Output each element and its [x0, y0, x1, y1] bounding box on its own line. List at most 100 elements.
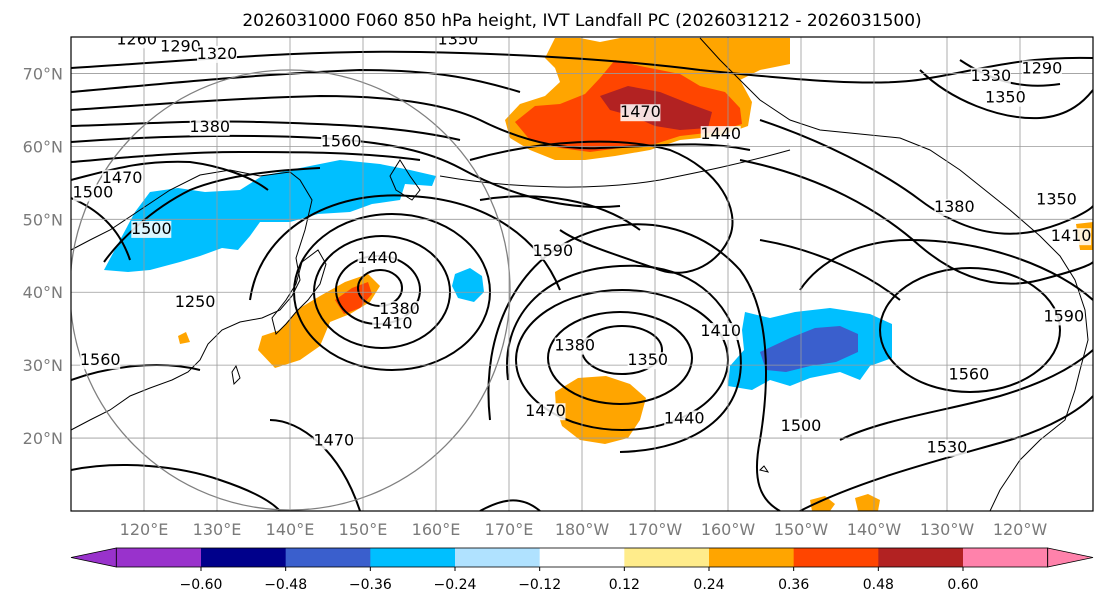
- contour-label: 1560: [949, 365, 990, 384]
- height-contour: [799, 395, 1093, 511]
- colorbar-tick-label: −0.24: [434, 577, 477, 593]
- height-contour: [469, 140, 734, 274]
- contour-label: 1350: [627, 350, 668, 369]
- ivt-negative-region-small: [452, 268, 484, 302]
- contour-label-background: [80, 352, 121, 370]
- height-contour: [759, 239, 901, 301]
- longitude-label: 170°W: [628, 520, 683, 539]
- longitude-label: 160°W: [701, 520, 756, 539]
- contour-label: 1500: [781, 416, 822, 435]
- contour-label-background: [189, 118, 230, 136]
- coastline-mexico: [989, 389, 1076, 511]
- colorbar-tick-label: 0.60: [947, 577, 978, 593]
- coastline-kamchatka: [389, 159, 421, 201]
- contour-label: 1410: [372, 314, 413, 333]
- height-contour: [71, 150, 421, 163]
- latitude-label: 70°N: [23, 64, 63, 83]
- coastlines: [71, 37, 1089, 511]
- contour-label-background: [1043, 308, 1084, 326]
- longitude-label: 130°W: [920, 520, 975, 539]
- longitude-label: 150°W: [774, 520, 829, 539]
- contour-label-background: [970, 67, 1011, 85]
- map-frame: [70, 36, 1094, 512]
- height-contour: [799, 238, 1093, 301]
- height-contour: [479, 499, 541, 511]
- contour-labels: 1260 129013201350138014701500150015601440…: [72, 29, 1091, 457]
- colorbar-bin: [624, 548, 710, 567]
- contour-label-background: [437, 37, 478, 49]
- colorbar-bin: [285, 548, 371, 567]
- colorbar-bin: [201, 548, 287, 567]
- contour-label-background: [313, 432, 354, 450]
- contour-label-background: [620, 104, 661, 122]
- colorbar-bin: [370, 548, 456, 567]
- height-contour: [739, 159, 1093, 285]
- coastline-japan: [271, 249, 327, 335]
- colorbar-tick-label: −0.60: [180, 577, 223, 593]
- contour-label: 1560: [80, 350, 121, 369]
- height-contour: [71, 197, 131, 261]
- contour-label: 1410: [700, 321, 741, 340]
- contour-label: 1530: [927, 438, 968, 457]
- ivt-positive-region-south-2: [810, 496, 835, 511]
- contour-label: 1380: [554, 336, 595, 355]
- latitude-label: 60°N: [23, 137, 63, 156]
- contour-label-background: [131, 220, 172, 238]
- height-contour: [839, 349, 1093, 441]
- colorbar-bin: [963, 548, 1048, 567]
- contour-label-background: [525, 403, 566, 421]
- contour-label-background: [700, 126, 741, 144]
- contour-label-background: [379, 301, 420, 319]
- latitude-label: 30°N: [23, 356, 63, 375]
- ivt-positive-region-south-3: [178, 332, 190, 344]
- contour-label-background: [116, 37, 157, 49]
- height-contour: [919, 69, 1093, 120]
- contour-label-background: [554, 337, 595, 355]
- contour-label: 1260: [116, 29, 157, 48]
- colorbar-bin: [793, 548, 879, 567]
- contour-label: 1440: [357, 248, 398, 267]
- height-contour: [479, 195, 641, 231]
- contour-label: 1350: [985, 88, 1026, 107]
- height-contour: [71, 364, 201, 381]
- longitude-axis: 120°E 130°E 140°E 150°E 160°E 170°E 180°W 170°W…: [120, 520, 1048, 539]
- colorbar-tick-label: −0.36: [349, 577, 392, 593]
- longitude-label: 130°E: [193, 520, 242, 539]
- contour-label: 1290: [160, 37, 201, 56]
- ivt-positive-region-subtropical: [555, 376, 646, 444]
- contour-label: 1350: [1036, 190, 1077, 209]
- colorbar-extend-right: [1047, 547, 1094, 568]
- longitude-label: 140°W: [847, 520, 902, 539]
- contour-label: 1590: [532, 241, 573, 260]
- contour-label: 1470: [620, 102, 661, 121]
- contour-label: 1320: [197, 44, 238, 63]
- contour-label-background: [102, 169, 143, 187]
- contour-label: 1590: [1043, 306, 1084, 325]
- contour-label: 1350: [438, 29, 479, 48]
- contour-label-background: [321, 133, 362, 151]
- longitude-label: 150°E: [339, 520, 388, 539]
- contour-label: 1500: [73, 182, 114, 201]
- map-panel[interactable]: 1260 129013201350138014701500150015601440…: [70, 29, 1094, 512]
- contour-label: 1470: [102, 168, 143, 187]
- colorbar-tick-label: 0.12: [609, 577, 640, 593]
- colorbar-tick-label: 0.48: [863, 577, 894, 593]
- height-contour: [71, 120, 461, 141]
- colorbar-bin: [878, 548, 964, 567]
- colorbar-extend-left: [70, 547, 117, 568]
- height-contour: [759, 119, 1093, 235]
- contour-label: 1440: [664, 408, 705, 427]
- contour-label: 1250: [175, 292, 216, 311]
- contour-label: 1330: [970, 66, 1011, 85]
- height-contour: [71, 160, 269, 191]
- ivt-negative-region-west-pacific: [104, 160, 436, 272]
- contour-label-background: [72, 184, 113, 202]
- contour-label-background: [948, 366, 989, 384]
- latitude-label: 40°N: [23, 283, 63, 302]
- coastline-taiwan: [231, 364, 241, 386]
- longitude-label: 140°E: [266, 520, 315, 539]
- contour-label-background: [700, 322, 741, 340]
- colorbar-frame: [115, 547, 1049, 568]
- colorbar-tick-label: 0.36: [778, 577, 809, 593]
